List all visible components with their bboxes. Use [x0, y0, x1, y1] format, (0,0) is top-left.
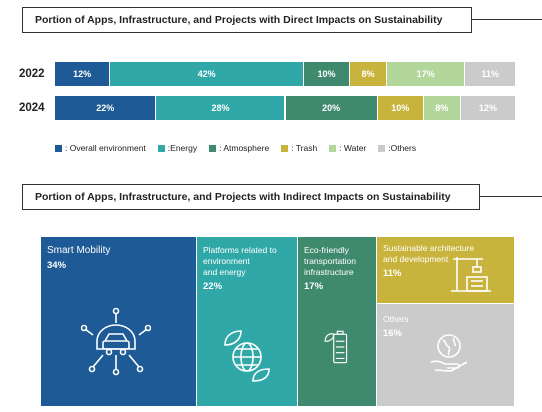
legend-swatch	[281, 144, 289, 152]
legend-item-4: : Water	[329, 143, 366, 153]
legend-item-2: : Atmosphere	[209, 143, 269, 153]
treemap-tile-label: Platforms related to environment and ene…	[203, 245, 277, 277]
legend-item-3: : Trash	[281, 143, 317, 153]
treemap-tile-3: Sustainable architecture and development…	[377, 237, 514, 303]
treemap-tile-value: 11%	[383, 268, 402, 279]
bar-value-label: 11%	[481, 69, 499, 79]
legend-label: : Atmosphere	[219, 143, 270, 153]
treemap-tile-label: Sustainable architecture and development	[383, 243, 475, 264]
legend-swatch	[209, 144, 217, 152]
bar-segment-2024-0: 22%	[55, 96, 157, 120]
treemap-tile-0: Smart Mobility 34%	[41, 237, 196, 406]
bar-segment-2022-3: 8%	[350, 62, 387, 86]
indirect-title-rule	[480, 196, 542, 197]
legend-label: : Overall environment	[65, 143, 146, 153]
treemap-tile-2: Eco-friendly transportation infrastructu…	[298, 237, 376, 406]
legend-swatch	[378, 144, 386, 152]
bar-value-label: 17%	[416, 69, 435, 79]
treemap-tile-label: Smart Mobility	[47, 245, 111, 256]
legend-label: : Trash	[291, 143, 318, 153]
treemap-tile-value: 17%	[304, 281, 324, 292]
direct-impacts-legend: : Overall environment :Energy : Atmosphere…	[55, 143, 416, 153]
bar-segment-2024-3: 10%	[377, 96, 424, 120]
bar-value-label: 28%	[211, 103, 230, 113]
legend-label: :Others	[388, 143, 417, 153]
bar-value-label: 10%	[317, 69, 336, 79]
bar-segment-2022-4: 17%	[386, 62, 466, 86]
bar-value-label: 22%	[96, 103, 115, 113]
indirect-impacts-title: Portion of Apps, Infrastructure, and Pro…	[22, 184, 480, 210]
bar-segment-2022-2: 10%	[303, 62, 351, 86]
direct-title-rule	[472, 19, 542, 20]
eco-battery-icon	[318, 327, 358, 367]
bar-segment-2022-1: 42%	[110, 62, 304, 86]
bar-segment-2024-4: 8%	[423, 96, 461, 120]
legend-item-0: : Overall environment	[55, 143, 146, 153]
crane-building-icon	[449, 251, 493, 295]
legend-label: :Energy	[167, 143, 198, 153]
year-label-2022: 2022	[19, 68, 45, 80]
treemap-tile-1: Platforms related to environment and ene…	[197, 237, 297, 406]
treemap-tile-4: Others 16%	[377, 304, 514, 406]
treemap-tile-value: 22%	[203, 281, 223, 292]
bar-value-label: 12%	[73, 69, 92, 79]
globe-in-hand-icon	[427, 330, 471, 374]
bar-segment-2022-0: 12%	[55, 62, 111, 86]
bar-segment-2024-5: 12%	[460, 96, 516, 120]
legend-swatch	[157, 144, 165, 152]
connected-car-icon	[80, 307, 152, 377]
eco-globe-icon	[219, 327, 275, 383]
bar-value-label: 8%	[361, 69, 375, 79]
bar-value-label: 8%	[435, 103, 449, 113]
bar-segment-2024-2: 20%	[285, 96, 378, 120]
legend-item-1: :Energy	[157, 143, 198, 153]
legend-swatch	[55, 144, 62, 152]
bar-value-label: 10%	[391, 103, 410, 113]
treemap-tile-label: Others	[383, 314, 409, 324]
bar-segment-2022-5: 11%	[465, 62, 516, 86]
bar-segment-2024-1: 28%	[156, 96, 286, 120]
bar-value-label: 12%	[478, 103, 497, 113]
year-label-2024: 2024	[19, 102, 45, 114]
direct-impacts-title: Portion of Apps, Infrastructure, and Pro…	[22, 7, 472, 33]
legend-item-5: :Others	[378, 143, 416, 153]
bar-value-label: 42%	[197, 69, 216, 79]
legend-label: : Water	[339, 143, 367, 153]
bar-value-label: 20%	[322, 103, 341, 113]
treemap-tile-label: Eco-friendly transportation infrastructu…	[304, 245, 356, 277]
legend-swatch	[329, 144, 337, 152]
treemap-tile-value: 34%	[47, 260, 67, 271]
treemap-tile-value: 16%	[383, 328, 403, 339]
